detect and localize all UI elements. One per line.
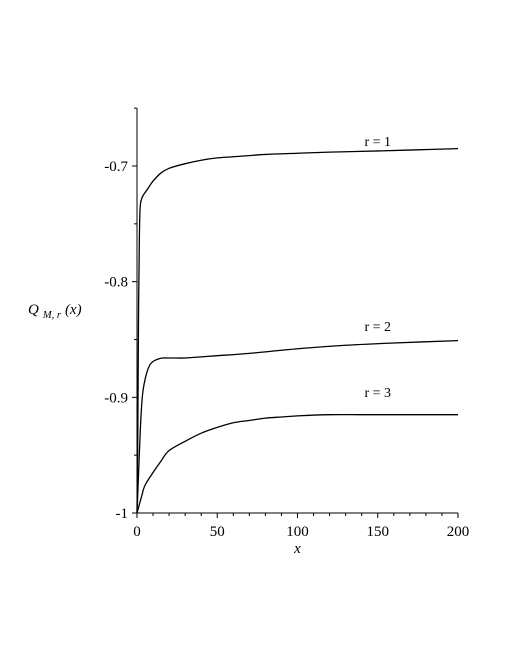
series-label-r2: r = 2	[364, 320, 391, 335]
x-tick-label: 0	[133, 524, 141, 540]
y-tick-label: -1	[116, 506, 129, 522]
x-tick-label: 200	[447, 524, 470, 540]
x-tick-label: 100	[286, 524, 309, 540]
series-line-r1	[136, 148, 459, 514]
x-axis-label: x	[293, 541, 301, 557]
y-axis-label-argument: (x)	[65, 302, 82, 318]
y-axis-label-subscript: M, r	[42, 310, 62, 321]
series-line-r2	[136, 340, 459, 514]
y-tick-label: -0.8	[104, 275, 128, 291]
y-tick-label: -0.9	[104, 390, 128, 406]
series-label-r3: r = 3	[364, 386, 391, 401]
series-lines	[136, 148, 459, 514]
x-tick-label: 50	[210, 524, 225, 540]
series-labels: r = 1 r = 2 r = 3	[364, 135, 391, 401]
series-line-r3	[136, 413, 458, 514]
ticks: -1 -0.9 -0.8 -0.7 0 50 100 150 200	[104, 107, 470, 540]
y-axis-label-main: Q	[28, 302, 39, 318]
y-axis-label: Q M, r (x)	[28, 301, 82, 322]
series-label-r1: r = 1	[364, 135, 391, 150]
x-tick-label: 150	[367, 524, 390, 540]
axes	[136, 108, 458, 514]
y-tick-label: -0.7	[104, 159, 128, 175]
